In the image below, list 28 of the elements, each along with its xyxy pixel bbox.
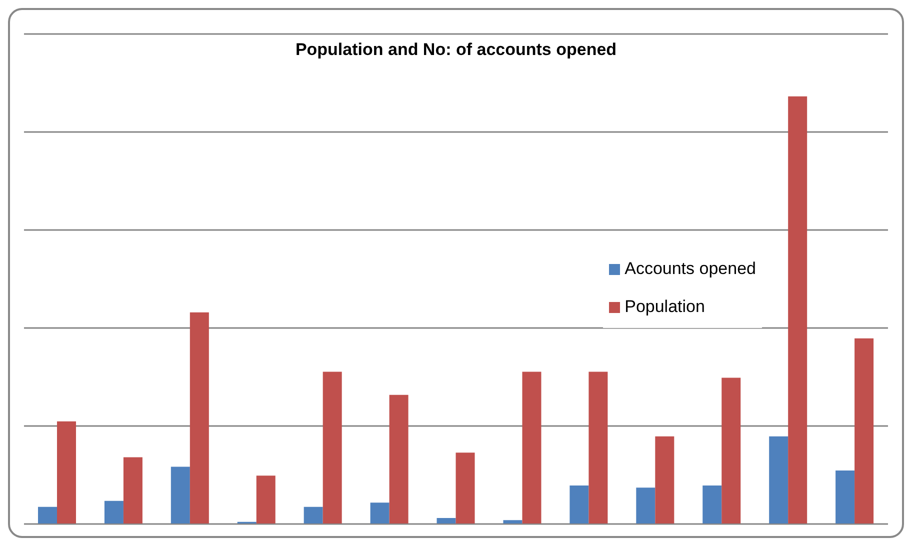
bar [57, 421, 76, 524]
bar [702, 486, 722, 524]
bar [304, 506, 323, 524]
bar [503, 520, 522, 524]
bar [256, 476, 276, 524]
bar [322, 372, 342, 524]
bar [456, 452, 475, 524]
bar [788, 96, 808, 524]
bar [123, 457, 142, 524]
bar [190, 312, 209, 524]
bar [522, 372, 542, 524]
bar [570, 486, 589, 524]
bar [389, 394, 408, 524]
bar [836, 470, 855, 524]
bar [854, 338, 874, 524]
bar [436, 518, 456, 524]
bar [769, 436, 788, 524]
bar [170, 466, 190, 524]
legend-label: Population [624, 296, 705, 318]
bar [370, 502, 390, 524]
bar [38, 506, 57, 524]
bar [588, 372, 608, 524]
bar [655, 436, 674, 524]
legend-label: Accounts opened [624, 258, 756, 280]
bar [104, 500, 124, 524]
bar [636, 488, 656, 524]
bar [722, 378, 741, 524]
chart-title: Population and No: of accounts opened [294, 40, 618, 60]
